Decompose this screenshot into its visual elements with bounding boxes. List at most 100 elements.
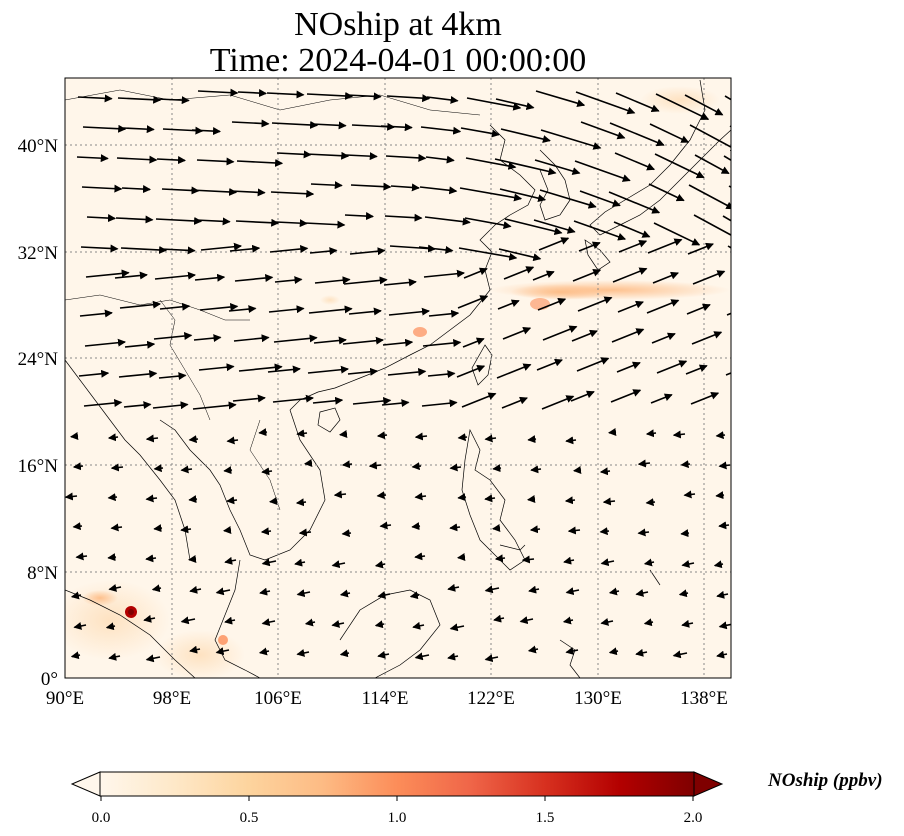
wind-vector [84,338,126,347]
wind-vector [350,182,392,191]
wind-vector [151,584,162,593]
wind-vector [261,618,276,627]
wind-vector [449,523,461,532]
colorbar-tick-label: 1.0 [388,810,407,826]
wind-vector [65,492,78,501]
wind-vector [105,622,116,631]
colorbar-tick-label: 0.0 [92,810,111,826]
wind-vector [390,183,420,192]
wind-vector [294,558,306,567]
wind-vector [344,212,374,221]
wind-vector [649,123,690,143]
wind-vector [533,219,576,234]
wind-vector [494,158,557,176]
wind-vector [333,490,347,499]
wind-vector [152,401,189,410]
wind-vector [428,309,460,318]
wind-vector [273,334,318,343]
wind-vector [155,216,203,225]
wind-vector [530,465,542,474]
wind-vector [599,467,611,476]
colorbar-extend-high [693,771,724,797]
wind-vector [414,652,430,661]
wind-vector [82,124,127,133]
wind-vector [296,429,308,438]
wind-vector [153,464,164,473]
wind-vector [564,496,576,505]
wind-vector [274,276,303,285]
wind-vector [339,589,351,598]
wind-vector [680,529,690,538]
wind-vector [313,336,347,345]
wind-vector [305,151,350,160]
wind-vector [484,434,497,443]
wind-vector [73,622,87,630]
wind-vector [693,214,731,237]
wind-vector [574,160,631,182]
wind-vector [412,621,425,630]
colorbar-tick-label: 1.5 [536,810,555,826]
wind-vector [579,190,621,207]
wind-vector [637,459,651,468]
wind-vector [457,295,489,309]
wind-vector [614,152,656,171]
wind-vector [310,181,343,190]
wind-vector [304,618,316,627]
wind-vector [381,399,410,408]
wind-vector [83,399,123,407]
wind-vector [504,218,563,236]
wind-vector [86,214,116,223]
wind-vector [229,244,261,253]
wind-vector [196,157,235,166]
wind-vector [192,401,237,410]
wind-vector [81,184,123,193]
wind-vector [647,238,683,254]
wind-vector [562,616,574,625]
wind-vector [77,94,113,103]
wind-vector [267,365,301,374]
wind-vector [224,616,236,625]
wind-vector [716,590,729,599]
wind-vector [180,616,196,625]
wind-vector [718,521,730,530]
wind-vector [600,558,615,567]
wind-vector [637,528,650,537]
wind-vector [331,620,345,628]
wind-vector [648,183,685,202]
wind-vector [349,247,386,256]
wind-vector [232,394,266,403]
wind-vector [692,270,726,285]
wind-vector [685,364,708,375]
wind-vector [608,191,661,214]
wind-vector [463,267,488,279]
wind-vector [270,189,315,198]
wind-vector [269,245,309,253]
wind-vector [459,187,523,202]
wind-vector [314,276,351,285]
wind-vector [271,120,319,129]
wind-vector [538,237,570,251]
wind-vector [580,121,626,140]
wind-vector [153,332,193,340]
wind-vector [500,128,551,143]
wind-vector [681,560,695,568]
wind-vector [602,497,616,506]
wind-vector [311,121,347,130]
wind-vector [608,647,619,656]
wind-vector [484,654,499,663]
wind-vector [422,339,462,347]
wind-vector [733,276,756,285]
wind-vector [575,91,636,115]
wind-vector [527,435,537,444]
wind-vector [189,645,201,654]
y-tick-label: 0° [41,669,58,690]
wind-vector [527,495,536,503]
wind-vector [519,616,534,625]
wind-vector [609,122,665,147]
wind-vector [296,649,310,657]
wind-vector [377,591,391,599]
wind-vector [236,158,284,167]
wind-vector [484,494,496,503]
wind-vector [567,526,581,535]
wind-vector [70,591,82,600]
